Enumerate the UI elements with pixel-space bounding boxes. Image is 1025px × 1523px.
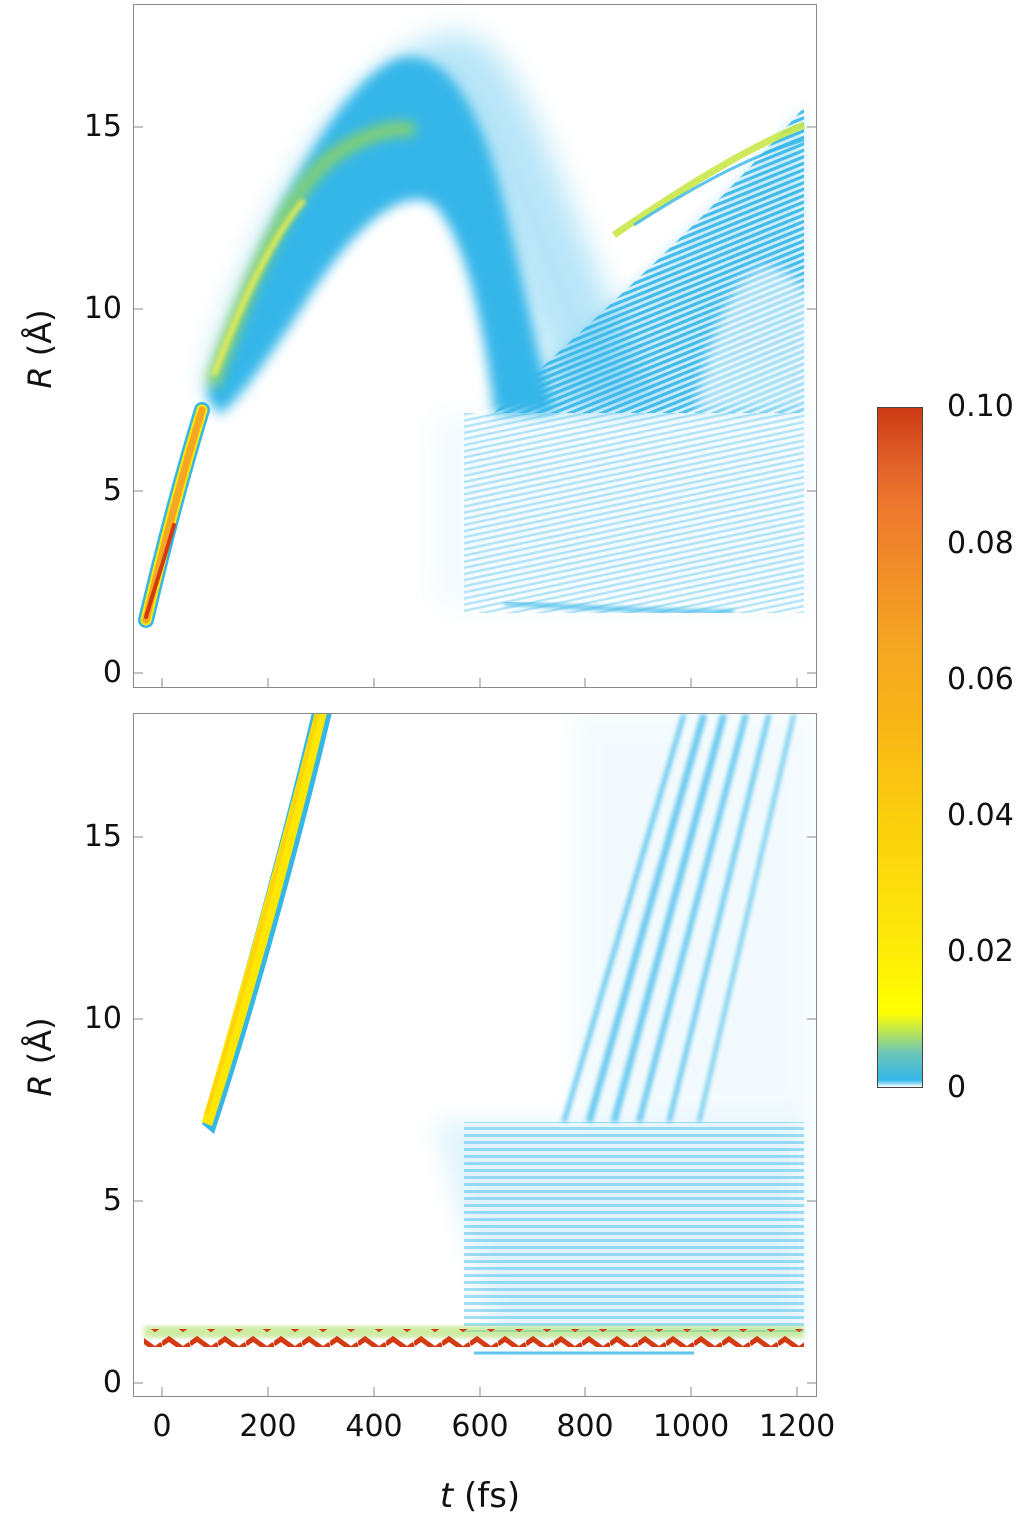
xtick-600: 600	[451, 1409, 509, 1444]
xtick-200: 200	[239, 1409, 297, 1444]
upper-y-axis-label: R (Å)	[21, 309, 59, 389]
colorbar-label-0.02: 0.02	[947, 934, 1014, 969]
colorbar	[877, 407, 923, 1088]
lower-plot-panel	[133, 713, 817, 1397]
upper-ytick-0: 0	[102, 655, 122, 690]
colorbar-label-0.10: 0.10	[947, 389, 1014, 424]
lower-y-axis-label: R (Å)	[21, 1017, 59, 1097]
lower-heatmap	[144, 714, 814, 1355]
lower-ytick-0: 0	[102, 1365, 122, 1400]
colorbar-label-0.06: 0.06	[947, 662, 1014, 697]
lower-ytick-5: 5	[102, 1183, 122, 1218]
upper-ytick-5: 5	[102, 473, 122, 508]
colorbar-label-0: 0	[947, 1070, 967, 1105]
colorbar-label-0.08: 0.08	[947, 526, 1014, 561]
upper-heatmap	[138, 34, 814, 628]
upper-ytick-15: 15	[83, 109, 122, 144]
xtick-1200: 1200	[758, 1409, 836, 1444]
upper-ytick-10: 10	[83, 291, 122, 326]
lower-ytick-10: 10	[83, 1001, 122, 1036]
xtick-1000: 1000	[652, 1409, 730, 1444]
upper-plot-panel	[133, 4, 817, 688]
lower-ytick-15: 15	[83, 819, 122, 854]
xtick-800: 800	[556, 1409, 614, 1444]
colorbar-label-0.04: 0.04	[947, 798, 1014, 833]
xtick-0: 0	[152, 1409, 172, 1444]
x-axis-label: t (fs)	[439, 1476, 521, 1516]
xtick-400: 400	[345, 1409, 403, 1444]
